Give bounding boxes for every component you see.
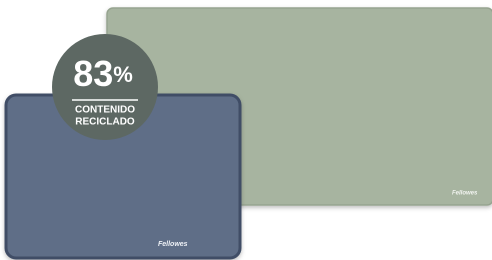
brand-label: Fellowes [158, 241, 188, 248]
badge-number: 83 [73, 53, 113, 94]
brand-label: Fellowes [452, 191, 478, 197]
badge-line: RECICLADO [75, 117, 135, 128]
badge-unit: % [113, 62, 133, 87]
badge-line: CONTENIDO [75, 105, 135, 116]
scene: Fellowes Fellowes 83% CONTENIDO RECICLAD… [0, 0, 492, 260]
product-image: Fellowes Fellowes 83% CONTENIDO RECICLAD… [0, 0, 492, 260]
